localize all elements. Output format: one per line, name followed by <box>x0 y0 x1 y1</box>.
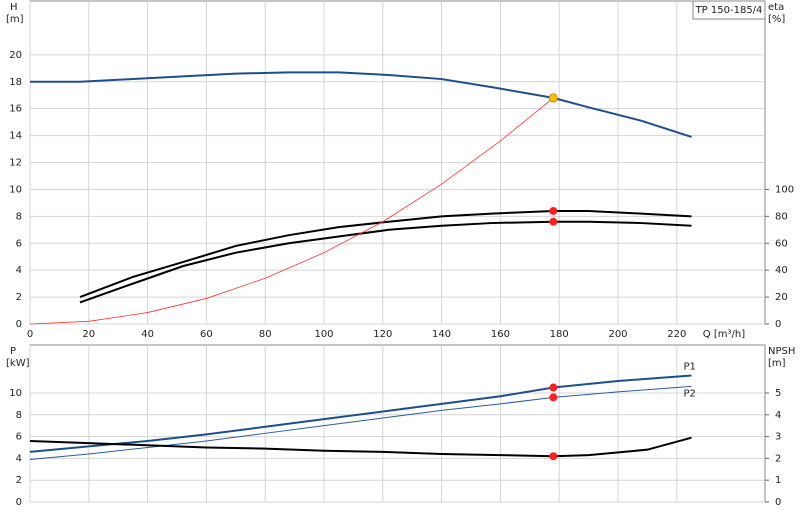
duty-point <box>549 452 558 461</box>
chart-title: TP 150-185/4 <box>695 5 763 16</box>
curve <box>79 220 692 304</box>
legend-label: P2 <box>684 388 696 399</box>
y2-tick-label: 0 <box>775 497 781 508</box>
y-tick-label: 10 <box>9 184 22 195</box>
y-axis-unit: [kW] <box>6 358 30 369</box>
y-tick-label: 8 <box>16 410 22 421</box>
y-tick-label: 4 <box>16 453 22 464</box>
y-tick-label: 6 <box>16 238 22 249</box>
curve <box>29 385 692 460</box>
y-tick-label: 0 <box>16 319 22 330</box>
y2-tick-label: 3 <box>775 432 781 443</box>
x-tick-label: 100 <box>314 329 333 340</box>
x-tick-label: 140 <box>432 329 451 340</box>
x-tick-label: 60 <box>200 329 213 340</box>
x-tick-label: 200 <box>608 329 627 340</box>
y-tick-label: 6 <box>16 432 22 443</box>
duty-point <box>549 393 558 402</box>
y2-tick-label: 1 <box>775 475 781 486</box>
duty-point <box>549 217 558 226</box>
x-tick-label: 20 <box>82 329 95 340</box>
y-tick-label: 18 <box>9 77 22 88</box>
duty-point <box>548 93 558 103</box>
y-tick-label: 10 <box>9 388 22 399</box>
x-axis-label: Q [m³/h] <box>703 329 745 340</box>
y-tick-label: 12 <box>9 158 22 169</box>
y2-axis-label: eta <box>768 2 784 13</box>
curve <box>29 374 692 453</box>
y-tick-label: 8 <box>16 211 22 222</box>
y2-axis-unit: [m] <box>768 358 786 369</box>
y2-tick-label: 40 <box>775 265 788 276</box>
y-tick-label: 20 <box>9 50 22 61</box>
plot-frame <box>29 344 766 503</box>
x-tick-label: 0 <box>27 329 33 340</box>
y2-tick-label: 2 <box>775 453 781 464</box>
y2-tick-label: 100 <box>775 184 794 195</box>
x-tick-label: 40 <box>141 329 154 340</box>
y2-tick-label: 60 <box>775 238 788 249</box>
curve <box>29 436 692 458</box>
y2-tick-label: 20 <box>775 292 788 303</box>
y-tick-label: 2 <box>16 475 22 486</box>
x-tick-label: 120 <box>373 329 392 340</box>
y-axis-label: P <box>10 346 16 357</box>
legend-label: P1 <box>684 362 696 373</box>
y-tick-label: 16 <box>9 104 22 115</box>
y-tick-label: 14 <box>9 131 22 142</box>
title-box <box>692 0 766 20</box>
y-tick-label: 0 <box>16 497 22 508</box>
y-tick-label: 4 <box>16 265 22 276</box>
curve <box>79 209 692 299</box>
y2-axis-label: NPSH <box>768 346 795 357</box>
x-tick-label: 220 <box>667 329 686 340</box>
curve <box>29 97 554 325</box>
y-axis-label: H <box>10 2 18 13</box>
duty-point <box>549 383 558 392</box>
y2-tick-label: 80 <box>775 211 788 222</box>
y-tick-label: 2 <box>16 292 22 303</box>
y2-axis-unit: [%] <box>768 14 785 25</box>
curve <box>30 71 692 138</box>
x-tick-label: 80 <box>259 329 272 340</box>
x-tick-label: 160 <box>491 329 510 340</box>
y2-tick-label: 0 <box>775 319 781 330</box>
y2-tick-label: 4 <box>775 410 781 421</box>
y-axis-unit: [m] <box>6 14 24 25</box>
y2-tick-label: 5 <box>775 388 781 399</box>
x-tick-label: 180 <box>550 329 569 340</box>
duty-point <box>549 206 558 215</box>
